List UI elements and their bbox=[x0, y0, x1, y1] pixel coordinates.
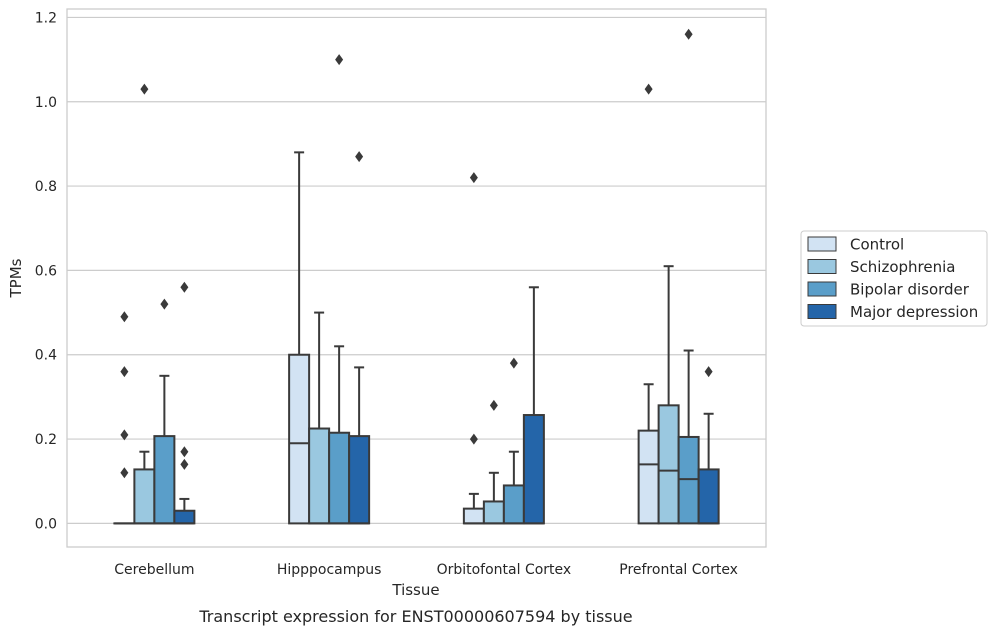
box bbox=[154, 436, 174, 523]
box bbox=[679, 437, 699, 523]
legend-swatch bbox=[808, 260, 836, 274]
legend-swatch bbox=[808, 237, 836, 251]
legend-label: Control bbox=[850, 236, 904, 254]
box bbox=[329, 433, 349, 524]
legend-swatch bbox=[808, 282, 836, 296]
y-tick-label: 1.0 bbox=[35, 95, 57, 111]
legend-label: Bipolar disorder bbox=[850, 281, 970, 299]
box bbox=[464, 509, 484, 524]
box bbox=[639, 431, 659, 524]
y-tick-label: 0.8 bbox=[35, 179, 57, 195]
legend-label: Major depression bbox=[850, 303, 978, 321]
legend-swatch bbox=[808, 305, 836, 319]
x-tick-label: Prefrontal Cortex bbox=[619, 562, 738, 578]
y-tick-label: 1.2 bbox=[35, 10, 57, 26]
x-tick-label: Hipppocampus bbox=[277, 562, 382, 578]
box bbox=[699, 469, 719, 523]
y-tick-label: 0.4 bbox=[35, 348, 57, 364]
box bbox=[309, 429, 329, 524]
box bbox=[524, 415, 544, 523]
legend-label: Schizophrenia bbox=[850, 258, 955, 276]
box bbox=[289, 355, 309, 524]
y-axis-title: TPMs bbox=[7, 258, 25, 298]
chart-caption: Transcript expression for ENST0000060759… bbox=[198, 607, 632, 626]
y-tick-label: 0.6 bbox=[35, 263, 57, 279]
box bbox=[659, 405, 679, 523]
box bbox=[174, 511, 194, 524]
x-tick-label: Cerebellum bbox=[114, 562, 194, 578]
y-tick-label: 0.0 bbox=[35, 516, 57, 532]
legend: Control Schizophrenia Bipolar disorder Majo… bbox=[801, 231, 987, 326]
box bbox=[349, 436, 369, 523]
x-axis-title: Tissue bbox=[391, 581, 439, 599]
y-tick-label: 0.2 bbox=[35, 432, 57, 448]
x-tick-label: Orbitofontal Cortex bbox=[437, 562, 572, 578]
box bbox=[504, 485, 524, 523]
box bbox=[484, 501, 504, 523]
box bbox=[134, 469, 154, 523]
